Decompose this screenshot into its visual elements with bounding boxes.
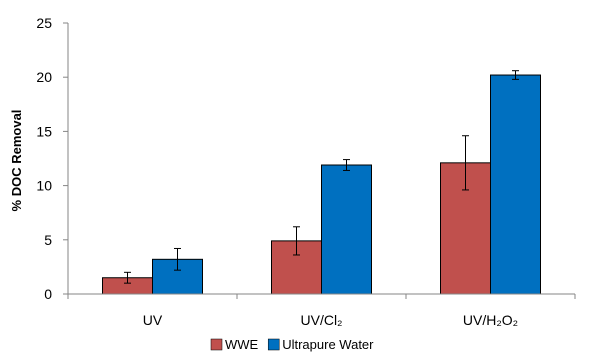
y-tick-label: 25 xyxy=(36,15,52,31)
x-axis: UV UV/Cl₂ UV/H₂O₂ xyxy=(67,293,576,328)
x-tick-label: UV/H₂O₂ xyxy=(463,312,518,328)
legend-swatch xyxy=(267,338,280,351)
y-tick-label: 5 xyxy=(44,232,52,248)
legend-label: Ultrapure Water xyxy=(282,337,374,352)
y-axis-label: % DOC Removal xyxy=(9,110,24,212)
bar xyxy=(490,74,541,295)
legend: WWE Ultrapure Water xyxy=(210,337,374,352)
legend-swatch xyxy=(210,338,223,351)
y-tick-label: 15 xyxy=(36,123,52,139)
y-tick-label: 20 xyxy=(36,69,52,85)
legend-label: WWE xyxy=(225,337,259,352)
bars xyxy=(102,70,541,295)
bar xyxy=(321,164,372,295)
y-axis: 0 5 10 15 20 25 xyxy=(36,15,69,302)
y-tick-label: 10 xyxy=(36,178,52,194)
x-tick-label: UV xyxy=(143,312,163,328)
y-tick-label: 0 xyxy=(44,286,52,302)
x-tick-label: UV/Cl₂ xyxy=(301,312,343,328)
